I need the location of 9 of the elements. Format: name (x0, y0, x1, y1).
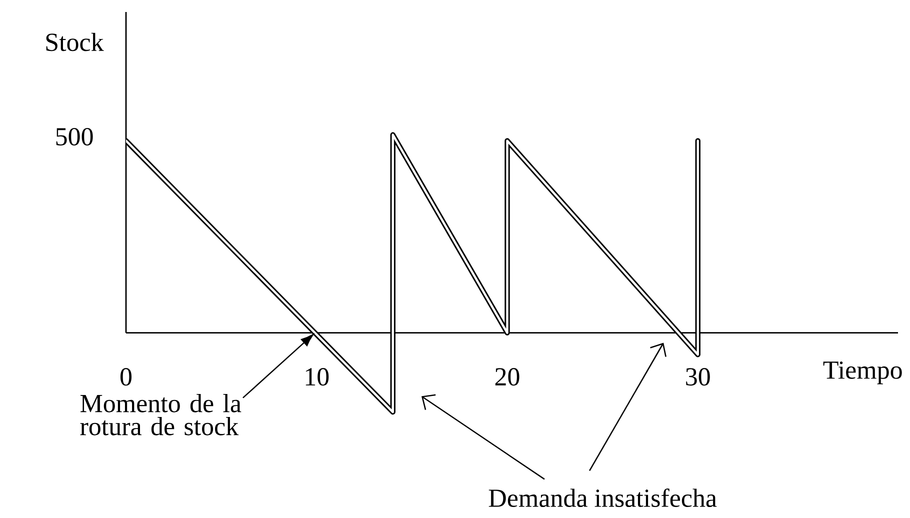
text: Demanda insatisfecha (488, 488, 717, 508)
y-axis-title: Stock (46, 32, 104, 52)
x-tick-label: 20 (495, 368, 520, 386)
annotation: Momento de la rotura de stock (80, 394, 242, 436)
x-axis-title: Tiempo (823, 361, 902, 384)
x-tick-label: 10 (306, 368, 329, 386)
annotation: 500 (56, 128, 93, 146)
x-tick-label: 0 (120, 368, 132, 386)
x-tick-label: 30 (686, 368, 710, 386)
